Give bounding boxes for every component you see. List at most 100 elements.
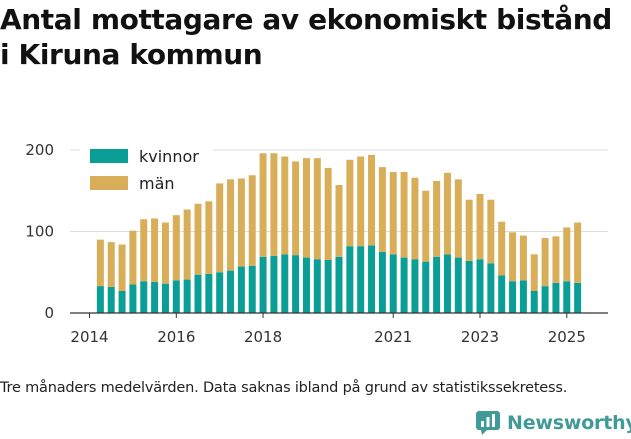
bar-kvinnor-36 bbox=[487, 263, 495, 313]
bar-kvinnor-7 bbox=[172, 280, 180, 313]
bar-män-10 bbox=[205, 201, 213, 274]
bar-kvinnor-1 bbox=[107, 286, 115, 313]
bar-kvinnor-10 bbox=[205, 273, 213, 313]
bar-män-37 bbox=[498, 221, 506, 276]
bar-män-2 bbox=[118, 244, 126, 291]
bar-kvinnor-6 bbox=[161, 283, 169, 313]
stacked-bar-chart: 0 100 200 2014 2016 2018 2021 2023 2025 kvinnor m… bbox=[25, 140, 608, 346]
bar-kvinnor-24 bbox=[357, 246, 365, 313]
chart-title-line-2: i Kiruna kommun bbox=[0, 38, 263, 71]
brand-name: Newsworthy bbox=[507, 412, 631, 434]
bar-män-33 bbox=[454, 179, 462, 258]
bar-män-13 bbox=[237, 178, 245, 267]
bar-män-42 bbox=[552, 236, 560, 283]
bar-kvinnor-9 bbox=[194, 274, 202, 313]
bar-män-36 bbox=[487, 199, 495, 264]
bar-män-1 bbox=[107, 242, 115, 287]
bar-män-16 bbox=[270, 153, 278, 256]
bar-kvinnor-20 bbox=[313, 259, 321, 313]
bar-kvinnor-23 bbox=[346, 246, 354, 313]
bar-män-3 bbox=[129, 230, 137, 285]
bar-män-26 bbox=[378, 167, 386, 252]
legend: kvinnor män bbox=[80, 140, 213, 200]
x-tick-label: 2016 bbox=[157, 328, 195, 346]
bar-kvinnor-31 bbox=[433, 256, 441, 313]
bar-kvinnor-17 bbox=[281, 254, 289, 313]
bar-kvinnor-44 bbox=[574, 282, 582, 313]
x-tick-label: 2025 bbox=[548, 328, 586, 346]
bar-män-18 bbox=[292, 161, 300, 256]
bar-män-20 bbox=[313, 158, 321, 260]
bar-kvinnor-18 bbox=[292, 255, 300, 313]
bar-män-0 bbox=[96, 239, 104, 287]
bar-män-38 bbox=[509, 232, 517, 282]
bar-män-32 bbox=[443, 172, 451, 255]
newsworthy-logo-icon bbox=[476, 411, 500, 435]
bars bbox=[96, 153, 582, 314]
bar-kvinnor-0 bbox=[96, 286, 104, 313]
bar-män-31 bbox=[433, 180, 441, 257]
legend-label-kvinnor: kvinnor bbox=[139, 147, 199, 166]
axes: 0 100 200 2014 2016 2018 2021 2023 2025 bbox=[25, 141, 608, 346]
legend-swatch-kvinnor bbox=[90, 149, 128, 163]
x-tick-label: 2021 bbox=[374, 328, 412, 346]
bar-kvinnor-3 bbox=[129, 284, 137, 313]
bar-kvinnor-43 bbox=[563, 281, 571, 313]
bar-kvinnor-13 bbox=[237, 266, 245, 313]
bar-kvinnor-5 bbox=[151, 282, 159, 313]
bar-kvinnor-8 bbox=[183, 279, 191, 313]
bar-män-35 bbox=[476, 194, 484, 260]
bar-kvinnor-25 bbox=[368, 245, 376, 313]
bar-män-4 bbox=[140, 219, 148, 282]
bar-kvinnor-40 bbox=[530, 291, 538, 313]
bar-kvinnor-33 bbox=[454, 257, 462, 313]
bar-kvinnor-16 bbox=[270, 255, 278, 313]
bar-kvinnor-21 bbox=[324, 260, 332, 313]
bar-kvinnor-39 bbox=[519, 280, 527, 313]
bar-kvinnor-41 bbox=[541, 286, 549, 313]
chart-title-line-1: Antal mottagare av ekonomiskt bistånd bbox=[0, 3, 612, 36]
bar-kvinnor-15 bbox=[259, 256, 267, 313]
bar-kvinnor-12 bbox=[227, 270, 235, 313]
bar-kvinnor-11 bbox=[216, 272, 224, 313]
bar-män-12 bbox=[227, 179, 235, 271]
bar-män-39 bbox=[519, 235, 527, 281]
bar-män-29 bbox=[411, 177, 419, 260]
bar-kvinnor-29 bbox=[411, 259, 419, 313]
y-tick-label: 100 bbox=[25, 223, 54, 241]
bar-män-34 bbox=[465, 199, 473, 261]
bar-män-43 bbox=[563, 227, 571, 282]
bar-män-6 bbox=[161, 222, 169, 284]
bar-män-25 bbox=[368, 154, 376, 246]
bar-män-14 bbox=[248, 175, 256, 266]
bar-kvinnor-19 bbox=[302, 257, 310, 313]
bar-kvinnor-26 bbox=[378, 251, 386, 314]
legend-swatch-män bbox=[90, 176, 128, 190]
y-tick-label: 200 bbox=[25, 141, 54, 159]
bar-kvinnor-28 bbox=[400, 257, 408, 313]
bar-män-23 bbox=[346, 159, 354, 247]
legend-label-män: män bbox=[139, 174, 175, 193]
bar-män-8 bbox=[183, 209, 191, 280]
y-tick-label: 0 bbox=[44, 304, 54, 322]
bar-kvinnor-30 bbox=[422, 261, 430, 313]
chart-footnote: Tre månaders medelvärden. Data saknas ib… bbox=[0, 380, 568, 396]
bar-män-27 bbox=[389, 172, 397, 255]
bar-kvinnor-34 bbox=[465, 260, 473, 313]
bar-män-40 bbox=[530, 254, 538, 291]
bar-män-30 bbox=[422, 190, 430, 262]
bar-män-19 bbox=[302, 158, 310, 258]
bar-män-9 bbox=[194, 203, 202, 275]
bar-män-28 bbox=[400, 172, 408, 258]
x-tick-label: 2023 bbox=[461, 328, 499, 346]
bar-kvinnor-35 bbox=[476, 259, 484, 313]
bar-kvinnor-2 bbox=[118, 291, 126, 313]
bar-män-41 bbox=[541, 238, 549, 287]
bar-kvinnor-42 bbox=[552, 282, 560, 313]
bar-kvinnor-14 bbox=[248, 265, 256, 313]
bar-kvinnor-37 bbox=[498, 275, 506, 313]
bar-män-22 bbox=[335, 185, 343, 257]
bar-kvinnor-38 bbox=[509, 281, 517, 313]
bar-kvinnor-27 bbox=[389, 254, 397, 313]
brand-logo[interactable]: Newsworthy bbox=[476, 408, 631, 438]
